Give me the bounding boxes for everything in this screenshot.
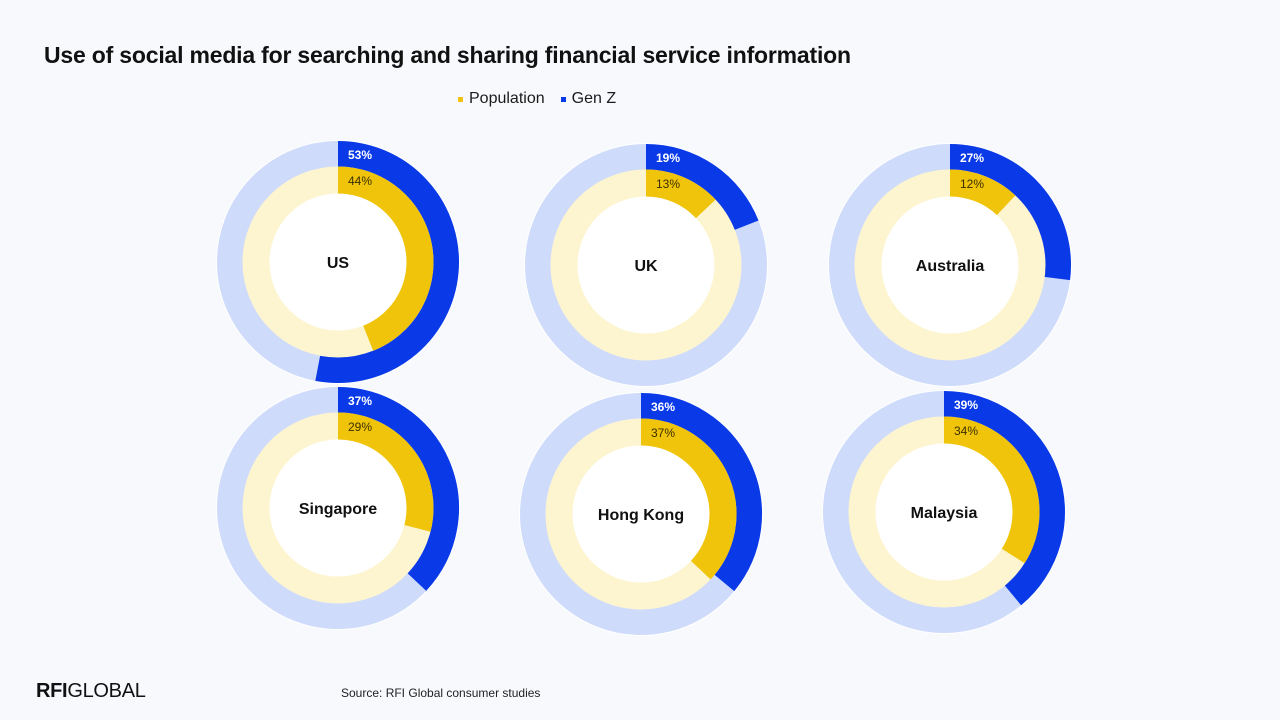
genz-arc-hong-kong	[640, 393, 762, 592]
population-value-label-australia: 12%	[960, 177, 984, 191]
legend-swatch-genz	[560, 96, 566, 102]
logo-bold-text: RFI	[36, 680, 68, 702]
source-note: Source: RFI Global consumer studies	[341, 686, 541, 700]
genz-arc-uk	[645, 144, 759, 231]
center-label-uk: UK	[634, 258, 658, 275]
center-label-singapore: Singapore	[299, 501, 377, 518]
center-label-malaysia: Malaysia	[911, 505, 978, 522]
population-arc-hong-kong	[640, 418, 737, 580]
logo-rest-text: GLOBAL	[67, 680, 146, 702]
genz-arc-singapore	[337, 387, 459, 591]
center-label-australia: Australia	[916, 258, 985, 275]
rfi-global-logo: RFIGLOBAL	[36, 680, 146, 703]
genz-value-label-hong-kong: 36%	[651, 400, 675, 414]
genz-value-label-malaysia: 39%	[954, 398, 978, 412]
legend-item-genz: Gen Z	[560, 90, 617, 108]
population-arc-australia	[949, 169, 1016, 216]
population-value-label-hong-kong: 37%	[651, 426, 675, 440]
genz-arc-australia	[949, 144, 1071, 281]
legend-item-population: Population	[458, 90, 545, 108]
population-value-label-us: 44%	[348, 174, 372, 188]
population-arc-uk	[645, 169, 716, 219]
genz-arc-us	[315, 141, 459, 383]
population-value-label-uk: 13%	[656, 177, 680, 191]
legend-label-population: Population	[469, 90, 545, 107]
population-arc-us	[337, 166, 434, 351]
genz-arc-malaysia	[943, 391, 1065, 606]
legend-label-genz: Gen Z	[571, 90, 617, 107]
chart-title: Use of social media for searching and sh…	[44, 42, 851, 68]
population-value-label-singapore: 29%	[348, 420, 372, 434]
population-arc-malaysia	[943, 416, 1040, 564]
legend: Population Gen Z	[458, 90, 616, 108]
center-label-hong-kong: Hong Kong	[598, 507, 684, 524]
center-label-us: US	[327, 255, 350, 272]
genz-value-label-us: 53%	[348, 148, 372, 162]
population-arc-singapore	[337, 412, 434, 532]
genz-value-label-singapore: 37%	[348, 394, 372, 408]
population-value-label-malaysia: 34%	[954, 424, 978, 438]
genz-value-label-australia: 27%	[960, 151, 984, 165]
genz-value-label-uk: 19%	[656, 151, 680, 165]
legend-swatch-population	[458, 96, 463, 102]
